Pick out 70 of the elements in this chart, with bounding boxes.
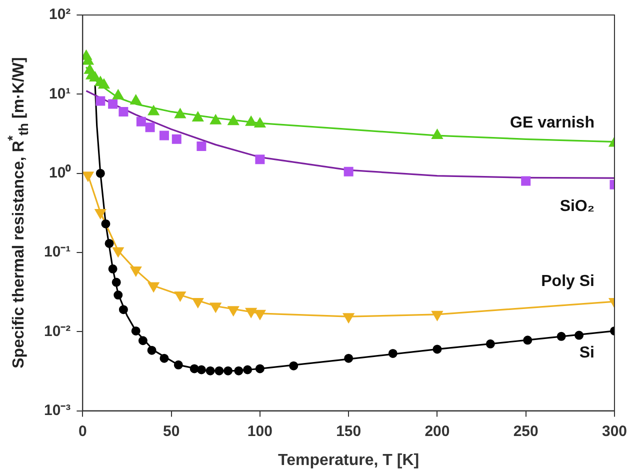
point — [255, 154, 265, 164]
point — [192, 111, 204, 122]
point — [174, 360, 183, 370]
point — [147, 346, 156, 355]
point — [432, 310, 443, 321]
x-tick-label: 100 — [247, 422, 272, 440]
y-tick-label: 10⁰ — [48, 163, 72, 182]
point — [523, 336, 532, 345]
point — [228, 115, 240, 126]
point — [96, 96, 106, 106]
point — [130, 94, 142, 104]
point — [206, 366, 215, 376]
point — [174, 108, 186, 118]
point — [254, 310, 266, 320]
point — [118, 106, 128, 116]
y-tick-label: 10² — [48, 6, 71, 24]
point — [108, 264, 118, 274]
y-tick-label: 10⁻² — [44, 322, 71, 340]
point — [289, 361, 298, 370]
x-tick-label: 250 — [513, 422, 538, 440]
point — [224, 366, 233, 376]
point — [138, 336, 148, 346]
point — [432, 344, 442, 354]
x-tick-label: 0 — [78, 422, 87, 440]
point — [112, 278, 121, 287]
point — [172, 134, 182, 144]
x-axis-title: Temperature, T [K] — [278, 452, 420, 469]
point — [108, 99, 118, 109]
point — [118, 305, 128, 314]
point — [112, 89, 124, 100]
y-tick-label: 10⁻¹ — [44, 244, 71, 261]
point — [114, 290, 123, 300]
y-tick-label: 10⁻³ — [44, 402, 71, 419]
point — [255, 364, 264, 374]
point — [574, 330, 584, 340]
point — [210, 114, 222, 124]
point — [196, 365, 206, 374]
point — [556, 332, 566, 341]
series-label: Si — [579, 344, 594, 362]
point — [196, 141, 206, 151]
point — [136, 116, 146, 126]
point — [388, 348, 398, 358]
point — [104, 238, 114, 248]
point — [254, 117, 266, 128]
x-tick-label: 150 — [336, 422, 362, 440]
x-tick-label: 200 — [424, 422, 450, 440]
point — [245, 308, 257, 318]
point — [432, 129, 443, 140]
point — [243, 365, 252, 374]
point — [344, 166, 354, 176]
point — [101, 219, 110, 228]
point — [96, 168, 105, 178]
x-tick-label: 50 — [162, 422, 180, 440]
y-tick-label: 10¹ — [48, 85, 71, 102]
point — [486, 339, 495, 348]
point — [234, 366, 244, 376]
point — [131, 326, 140, 336]
point — [159, 130, 169, 140]
point — [98, 78, 110, 89]
point — [145, 122, 155, 132]
point — [214, 366, 224, 376]
series-label: SiO₂ — [560, 198, 594, 216]
point — [148, 105, 160, 116]
point — [245, 116, 257, 126]
series-label: GE varnish — [510, 114, 594, 132]
x-tick-label: 300 — [602, 422, 627, 440]
point — [344, 354, 354, 363]
series-label: Poly Si — [541, 272, 594, 290]
point — [160, 354, 169, 363]
point — [521, 176, 531, 186]
